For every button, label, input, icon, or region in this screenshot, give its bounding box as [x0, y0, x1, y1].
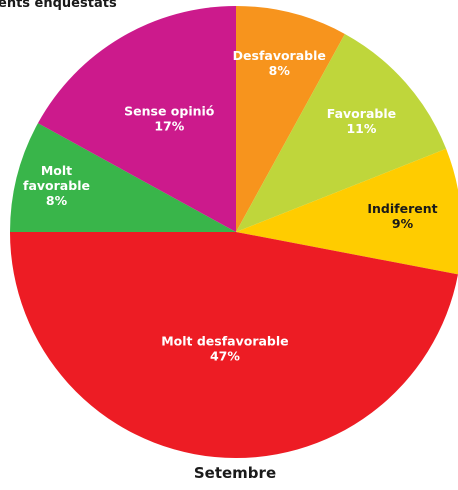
slice-label-sense-opinió: Sense opinió 17%: [124, 104, 215, 134]
pie-slice-sense-opinió: [37, 6, 237, 232]
pie-labels: Desfavorable 8%Favorable 11% Indiferent 9% Mo…: [23, 48, 438, 364]
pie-slice-favorable: [236, 33, 447, 233]
slice-label-indiferent: Indiferent 9%: [367, 201, 437, 231]
pie-slice-desfavorable: [236, 6, 345, 232]
pie-slices: [10, 6, 458, 459]
slice-label-favorable: Favorable 11%: [327, 106, 396, 136]
pie-slice-molt-favorable: [10, 123, 236, 232]
pie-slice-indiferent: [236, 148, 458, 275]
pie-slice-molt-desfavorable: [10, 232, 458, 459]
slice-label-molt-desfavorable: Molt desfavorable 47%: [161, 333, 288, 363]
chart-title: ents enquestats: [0, 0, 117, 11]
slice-label-desfavorable: Desfavorable 8%: [233, 48, 326, 78]
chart-xlabel: Setembre: [193, 464, 277, 482]
slice-label-molt-favorable: Molt favorable 8%: [23, 163, 90, 208]
